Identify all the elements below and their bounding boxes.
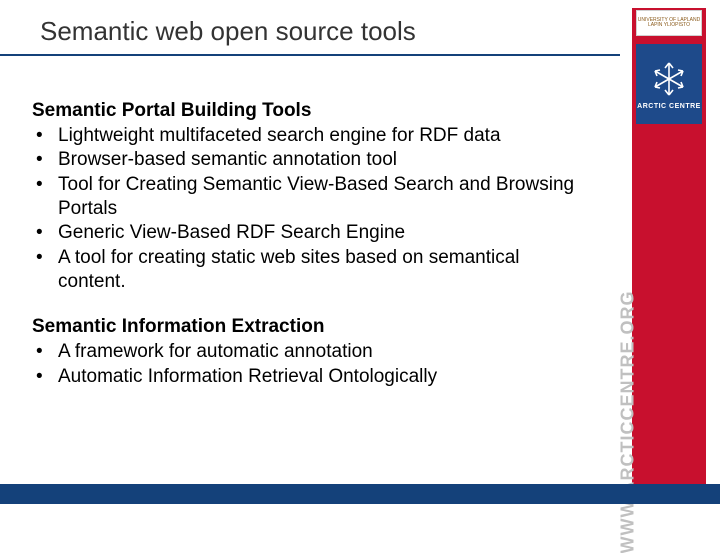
arctic-centre-label: ARCTIC CENTRE [637, 103, 701, 110]
list-item: A tool for creating static web sites bas… [32, 246, 592, 295]
snowflake-icon [649, 59, 689, 99]
section-heading-1: Semantic Portal Building Tools [32, 100, 592, 122]
footer-bar [0, 484, 720, 504]
section-heading-2: Semantic Information Extraction [32, 316, 592, 338]
list-item: Lightweight multifaceted search engine f… [32, 124, 592, 148]
title-bar: Semantic web open source tools [0, 8, 620, 56]
list-item: Generic View-Based RDF Search Engine [32, 221, 592, 245]
vertical-url-text: WWW.ARCTICCENTRE.ORG [618, 291, 639, 553]
content-area: Semantic Portal Building Tools Lightweig… [32, 100, 592, 411]
university-logo-text: UNIVERSITY OF LAPLAND LAPIN YLIOPISTO [637, 18, 701, 29]
list-item: Automatic Information Retrieval Ontologi… [32, 365, 592, 389]
list-item: Browser-based semantic annotation tool [32, 148, 592, 172]
university-logo: UNIVERSITY OF LAPLAND LAPIN YLIOPISTO [636, 10, 702, 36]
list-item: A framework for automatic annotation [32, 340, 592, 364]
bullet-list-1: Lightweight multifaceted search engine f… [32, 124, 592, 294]
list-item: Tool for Creating Semantic View-Based Se… [32, 173, 592, 222]
arctic-centre-logo: ARCTIC CENTRE [636, 44, 702, 124]
bullet-list-2: A framework for automatic annotation Aut… [32, 340, 592, 389]
page-title: Semantic web open source tools [40, 16, 416, 47]
